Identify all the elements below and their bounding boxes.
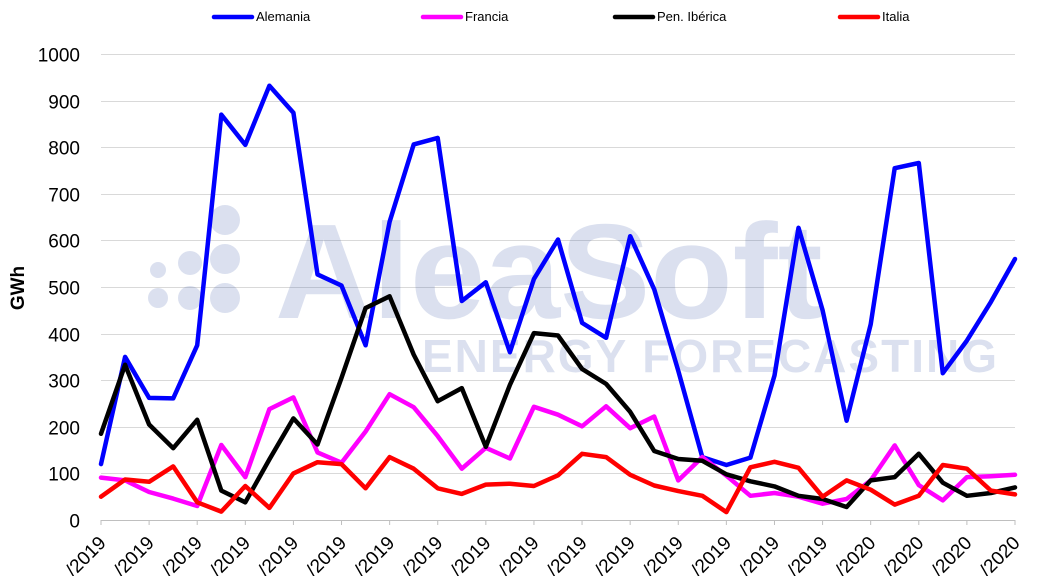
x-tick-label: /2019 [495, 533, 543, 576]
series-line-francia [98, 391, 1018, 509]
y-tick-label: 100 [48, 465, 80, 486]
legend-label: Alemania [256, 9, 311, 24]
x-tick-label: /2019 [639, 533, 687, 576]
watermark: AleaSoft ENERGY FORECASTING [148, 196, 999, 382]
x-tick-label: /2019 [206, 533, 254, 576]
watermark-brand: AleaSoft [275, 196, 823, 347]
x-tick-label: /2019 [399, 533, 447, 576]
x-tick-label: /2019 [303, 533, 351, 576]
x-tick-label: /2020 [832, 533, 880, 576]
x-tick-label: /2019 [254, 533, 302, 576]
y-tick-label: 0 [69, 512, 80, 533]
x-tick-label: /2019 [158, 533, 206, 576]
y-tick-label: 800 [48, 139, 80, 160]
x-tick-label: /2019 [687, 533, 735, 576]
series-line-pen-ib-rica [98, 294, 1018, 510]
series-line-italia [98, 451, 1018, 515]
y-tick-label: 500 [48, 279, 80, 300]
x-tick-label: /2019 [351, 533, 399, 576]
x-tick-label: /2019 [591, 533, 639, 576]
y-tick-label: 1000 [38, 46, 80, 67]
x-tick-label: /2019 [736, 533, 784, 576]
series-lines [98, 83, 1018, 515]
x-tick-label: /2019 [447, 533, 495, 576]
y-tick-label: 600 [48, 232, 80, 253]
y-tick-label: 700 [48, 186, 80, 207]
y-axis-ticks: 0 100 200 300 400 500 600 700 800 900 1000 [38, 46, 80, 533]
y-tick-label: 300 [48, 372, 80, 393]
x-tick-label: /2019 [110, 533, 158, 576]
series-line-alemania [98, 83, 1018, 468]
y-tick-label: 200 [48, 419, 80, 440]
x-tick-label: /2020 [928, 533, 976, 576]
legend-label: Pen. Ibérica [657, 9, 727, 24]
watermark-tagline: ENERGY FORECASTING [422, 330, 999, 382]
aleasoft-logo-dots [148, 205, 240, 313]
y-tick-label: 900 [48, 93, 80, 114]
x-tick-label: /2019 [784, 533, 832, 576]
x-tick-label: /2019 [62, 533, 110, 576]
x-tick-label: /2020 [880, 533, 928, 576]
legend-label: Italia [882, 9, 910, 24]
legend-label: Francia [465, 9, 509, 24]
x-axis-ticks: /2019/2019/2019/2019/2019/2019/2019/2019… [62, 520, 1025, 576]
x-tick-label: /2020 [976, 533, 1024, 576]
y-tick-label: 400 [48, 326, 80, 347]
y-axis-label: GWh [8, 266, 29, 310]
legend: Alemania Francia Pen. Ibérica Italia [211, 9, 910, 24]
x-tick-label: /2019 [543, 533, 591, 576]
